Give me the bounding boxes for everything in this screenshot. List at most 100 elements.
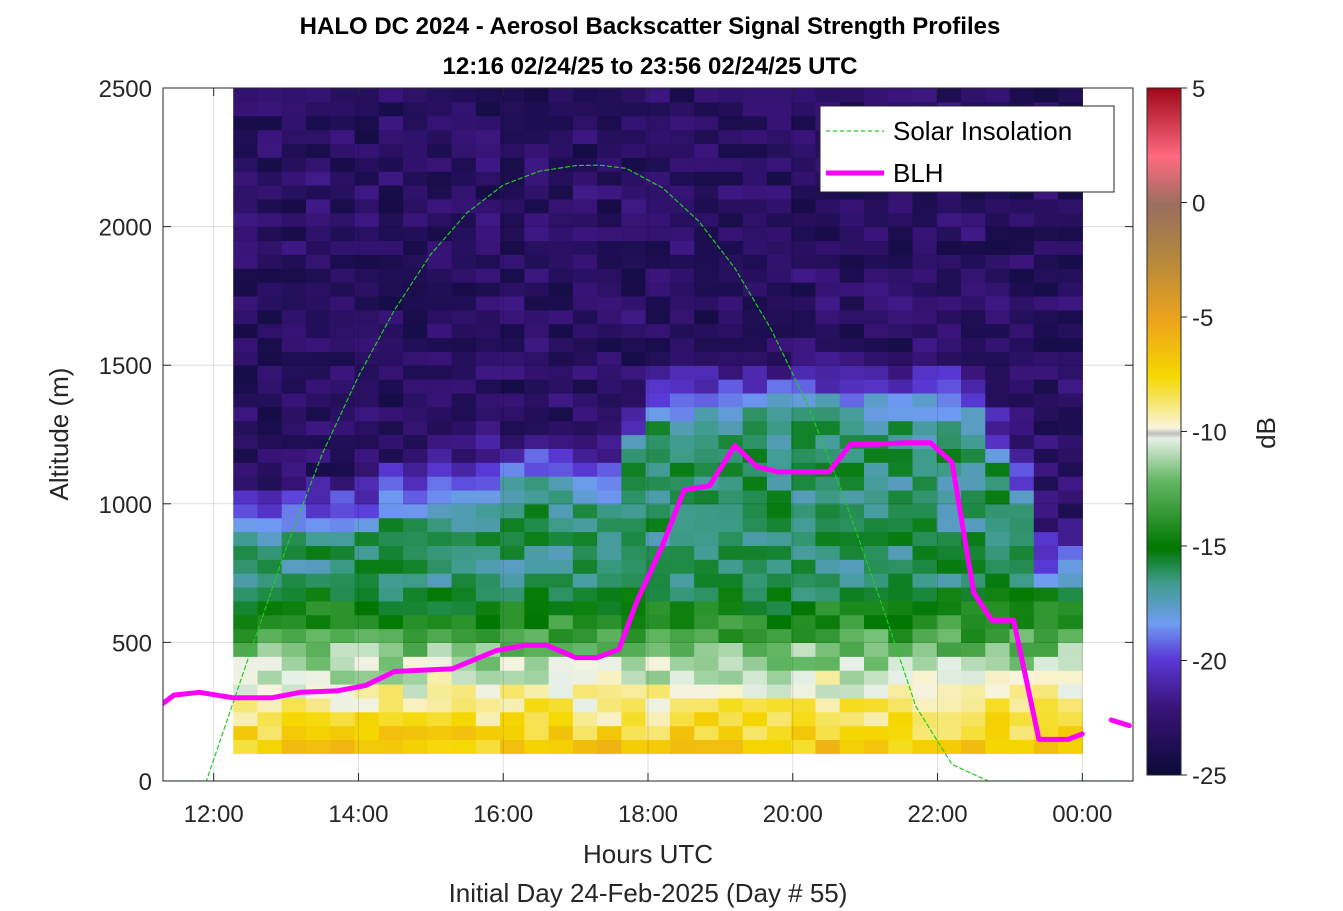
heatmap-cell: [548, 559, 574, 574]
heatmap-cell: [888, 503, 914, 519]
heatmap-cell: [427, 115, 453, 131]
heatmap-cell: [378, 614, 404, 630]
heatmap-cell: [1033, 337, 1059, 352]
heatmap-cell: [403, 573, 428, 588]
heatmap-cell: [306, 725, 331, 741]
colorbar-tick-label: -25: [1192, 763, 1227, 790]
heatmap-cell: [669, 711, 695, 727]
heatmap-cell: [451, 434, 477, 449]
heatmap-cell: [378, 448, 404, 463]
heatmap-cell: [233, 365, 259, 380]
heatmap-cell: [694, 185, 720, 200]
heatmap-cell: [403, 392, 428, 408]
heatmap-cell: [403, 101, 428, 117]
heatmap-cell: [1009, 240, 1035, 255]
heatmap-cell: [694, 282, 720, 297]
x-tick-label: 16:00: [473, 801, 533, 828]
heatmap-cell: [766, 254, 792, 269]
heatmap-cell: [354, 171, 380, 186]
heatmap-cell: [475, 739, 501, 754]
heatmap-cell: [694, 323, 720, 339]
heatmap-cell: [548, 531, 574, 546]
heatmap-cell: [645, 295, 671, 311]
heatmap-cell: [548, 351, 574, 366]
heatmap-cell: [791, 392, 817, 408]
heatmap-cell: [451, 531, 477, 546]
heatmap-cell: [306, 198, 331, 214]
heatmap-cell: [233, 531, 259, 546]
heatmap-cell: [791, 129, 817, 145]
heatmap-cell: [597, 476, 622, 491]
heatmap-cell: [403, 586, 428, 602]
heatmap-cell: [621, 406, 647, 422]
heatmap-cell: [597, 129, 622, 145]
heatmap-cell: [742, 295, 768, 311]
heatmap-cell: [548, 628, 574, 643]
heatmap-cell: [718, 198, 744, 214]
heatmap-cell: [427, 628, 453, 643]
heatmap-cell: [669, 448, 695, 463]
heatmap-cell: [330, 129, 356, 145]
heatmap-cell: [888, 268, 914, 283]
heatmap-cell: [621, 185, 647, 200]
heatmap-cell: [645, 448, 671, 463]
heatmap-cell: [403, 628, 428, 643]
heatmap-cell: [1033, 420, 1059, 436]
heatmap-cell: [306, 323, 331, 339]
heatmap-cell: [403, 309, 428, 325]
heatmap-cell: [572, 683, 598, 699]
heatmap-cell: [257, 448, 283, 463]
heatmap-cell: [524, 268, 550, 283]
heatmap-cell: [718, 476, 744, 491]
heatmap-cell: [888, 420, 914, 436]
heatmap-cell: [524, 725, 550, 741]
heatmap-cell: [669, 379, 695, 394]
heatmap-cell: [912, 711, 938, 727]
heatmap-cell: [281, 406, 307, 422]
heatmap-cell: [330, 545, 356, 560]
heatmap-cell: [791, 656, 817, 671]
heatmap-cell: [403, 171, 428, 186]
heatmap-cell: [621, 282, 647, 297]
heatmap-cell: [839, 476, 865, 491]
heatmap-cell: [451, 88, 477, 103]
y-tick-label: 1500: [99, 353, 152, 380]
heatmap-cell: [354, 434, 380, 449]
heatmap-cell: [985, 559, 1011, 574]
axis-ticks: 12:00 14:00 16:00 18:00 20:00 22:00 00:0005001…: [99, 76, 1133, 828]
heatmap-cell: [985, 489, 1011, 505]
heatmap-cell: [766, 503, 792, 519]
heatmap-cell: [621, 697, 647, 713]
heatmap-cell: [451, 115, 477, 131]
heatmap-cell: [427, 683, 453, 699]
heatmap-cell: [597, 323, 622, 339]
heatmap-cell: [306, 351, 331, 366]
heatmap-cell: [694, 503, 720, 519]
heatmap-cell: [621, 171, 647, 186]
heatmap-cell: [961, 323, 986, 339]
heatmap-cell: [645, 115, 671, 131]
heatmap-cell: [1009, 573, 1035, 588]
heatmap-cell: [281, 115, 307, 131]
colorbar-tick-label: 0: [1192, 191, 1205, 218]
heatmap-cell: [597, 351, 622, 366]
heatmap-cell: [378, 545, 404, 560]
heatmap-cell: [524, 143, 550, 158]
heatmap-cell: [281, 586, 307, 602]
heatmap-cell: [645, 240, 671, 255]
heatmap-cell: [1058, 462, 1083, 477]
heatmap-cell: [427, 240, 453, 255]
heatmap-cell: [961, 88, 986, 103]
heatmap-cell: [572, 476, 598, 491]
heatmap-cell: [791, 642, 817, 657]
heatmap-cell: [403, 711, 428, 727]
heatmap-cell: [572, 559, 598, 574]
heatmap-cell: [500, 586, 525, 602]
heatmap-cell: [306, 656, 331, 671]
heatmap-cell: [597, 101, 622, 117]
heatmap-cell: [621, 254, 647, 269]
heatmap-cell: [451, 503, 477, 519]
heatmap-cell: [961, 476, 986, 491]
heatmap-cell: [524, 171, 550, 186]
heatmap-cell: [694, 489, 720, 505]
